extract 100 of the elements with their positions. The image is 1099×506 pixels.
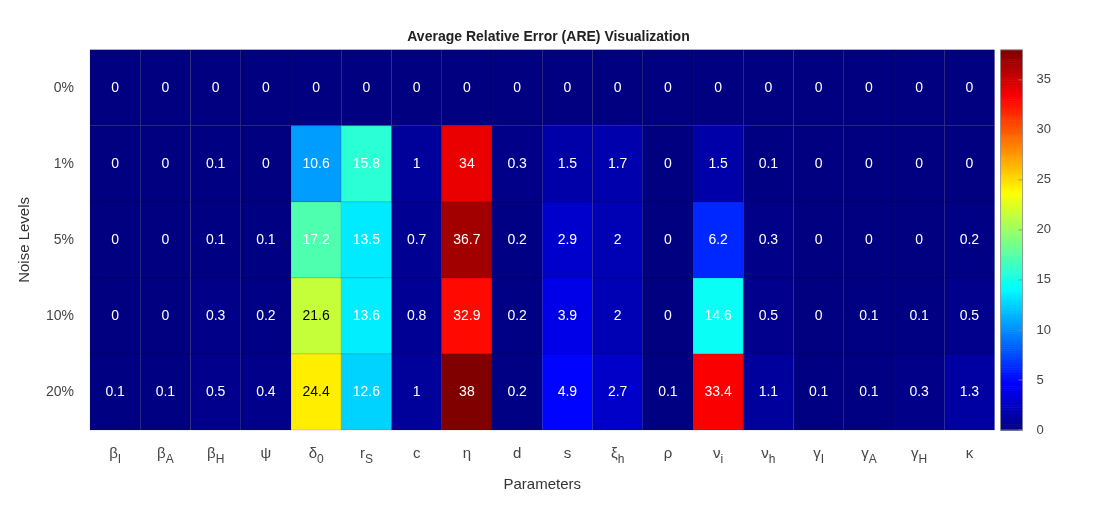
data-label: 15.8	[352, 154, 381, 171]
data-label: 0	[664, 154, 673, 171]
data-label: 0	[312, 78, 321, 95]
data-label: 0.3	[909, 382, 930, 399]
data-label: 0	[865, 154, 874, 171]
y-tick-label: 5%	[53, 230, 75, 247]
data-label: 1	[412, 154, 421, 171]
data-label: 14.6	[704, 306, 732, 323]
data-label: 0	[965, 78, 974, 95]
y-tick-label: 10%	[45, 306, 75, 323]
x-tick-label: ρ	[663, 444, 673, 461]
data-label: 0.5	[205, 382, 226, 399]
data-label: 0.7	[406, 230, 427, 247]
data-label: 0	[814, 306, 823, 323]
data-label: 0	[865, 78, 874, 95]
x-tick-label: c	[412, 444, 421, 461]
data-label: 0	[613, 78, 622, 95]
data-label: 0.3	[205, 306, 226, 323]
color-bar-label: 25	[1036, 171, 1052, 187]
data-label: 0.1	[859, 382, 879, 399]
data-label: 0.1	[256, 230, 276, 247]
data-label: 0	[915, 230, 924, 247]
data-label: 0	[814, 78, 823, 95]
color-bar-label: 5	[1036, 371, 1044, 387]
data-label: 6.2	[708, 230, 729, 247]
data-label: 36.7	[453, 230, 481, 247]
data-label: 0.2	[507, 230, 528, 247]
data-label: 0	[463, 78, 472, 95]
data-label: 0	[865, 230, 874, 247]
data-label: 0	[161, 78, 170, 95]
data-label: 0.1	[205, 154, 226, 171]
x-tick-label: ψ	[260, 444, 272, 461]
data-label: 0	[161, 306, 170, 323]
data-label: 0.2	[256, 306, 276, 323]
color-bar-label: 15	[1036, 271, 1052, 287]
data-label: 0	[664, 78, 673, 95]
data-label: 0.1	[105, 382, 126, 399]
data-label: 0.2	[507, 382, 528, 399]
data-label: 2.9	[557, 230, 578, 247]
data-label: 0	[111, 154, 120, 171]
data-label: 0	[161, 230, 170, 247]
data-label: 0	[664, 230, 673, 247]
color-bar-label: 10	[1036, 321, 1052, 337]
data-label: 0.3	[507, 154, 528, 171]
color-bar-label: 35	[1036, 71, 1052, 87]
data-label: 0.1	[909, 306, 930, 323]
data-label: 0.3	[758, 230, 779, 247]
y-tick-label: 1%	[53, 154, 75, 171]
data-label: 1.3	[959, 382, 980, 399]
chart-title: Average Relative Error (ARE) Visualization	[407, 28, 690, 45]
data-label: 0.8	[406, 306, 427, 323]
x-tick-label: κ	[965, 444, 974, 461]
data-label: 12.6	[352, 382, 381, 399]
data-label: 0	[664, 306, 673, 323]
data-label: 38	[459, 382, 475, 399]
data-label: 24.4	[302, 382, 330, 399]
data-label: 0	[111, 306, 120, 323]
data-label: 0	[412, 78, 421, 95]
data-label: 13.6	[352, 306, 381, 323]
data-label: 34	[459, 154, 475, 171]
data-label: 0.1	[758, 154, 779, 171]
data-label: 0	[915, 78, 924, 95]
data-label: 0.2	[507, 306, 528, 323]
data-label: 0.1	[859, 306, 879, 323]
data-label: 0	[764, 78, 773, 95]
data-label: 0	[262, 154, 270, 171]
data-label: 21.6	[302, 306, 330, 323]
color-bar-label: 0	[1036, 421, 1044, 437]
y-tick-label: 0%	[53, 78, 75, 95]
data-label: 4.9	[557, 382, 578, 399]
data-label: 2	[613, 230, 622, 247]
data-label: 0.5	[758, 306, 779, 323]
data-label: 1.5	[557, 154, 578, 171]
x-tick-label: η	[462, 444, 472, 461]
data-label: 0.1	[205, 230, 226, 247]
data-label: 1	[412, 382, 421, 399]
y-axis-title: Noise Levels	[15, 196, 33, 283]
data-label: 0	[262, 78, 270, 95]
data-label: 0	[513, 78, 522, 95]
data-label: 0	[814, 230, 823, 247]
data-label: 0.1	[658, 382, 678, 399]
data-label: 0.1	[808, 382, 829, 399]
data-label: 0	[714, 78, 723, 95]
data-label: 0	[111, 230, 120, 247]
data-label: 0.4	[256, 382, 276, 399]
data-label: 0	[111, 78, 120, 95]
data-label: 0	[161, 154, 170, 171]
data-label: 17.2	[302, 230, 330, 247]
data-label: 0	[814, 154, 823, 171]
data-label: 0.1	[155, 382, 176, 399]
data-label: 0	[362, 78, 371, 95]
data-label: 0.5	[959, 306, 980, 323]
data-label: 1.1	[758, 382, 779, 399]
color-bar-label: 20	[1036, 221, 1052, 237]
data-label: 0	[965, 154, 974, 171]
data-label: 2.7	[607, 382, 628, 399]
data-label: 1.5	[708, 154, 729, 171]
data-label: 0	[211, 78, 220, 95]
data-label: 1.7	[607, 154, 628, 171]
data-label: 10.6	[302, 154, 330, 171]
